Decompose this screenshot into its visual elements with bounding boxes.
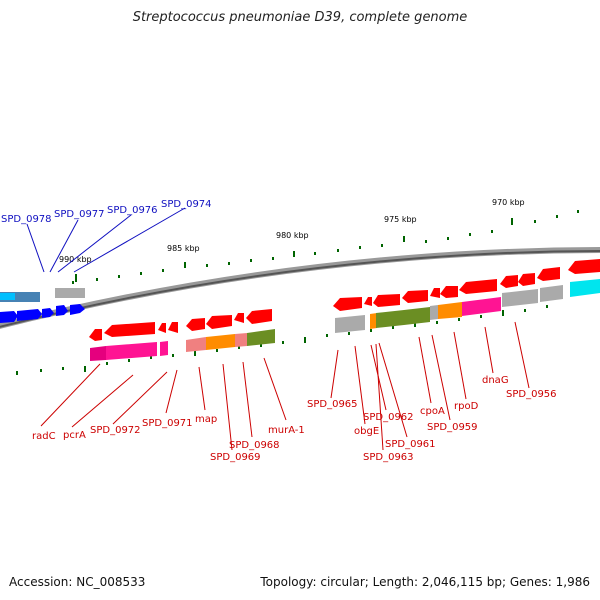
gene-label[interactable]: SPD_0956	[506, 389, 557, 400]
gene-block[interactable]	[235, 333, 247, 347]
tick-label-970: 970 kbp	[492, 198, 525, 207]
gene-label[interactable]: SPD_0971	[142, 418, 193, 429]
gene-arrow[interactable]	[500, 275, 518, 288]
gene-label[interactable]: SPD_0968	[229, 440, 280, 451]
gene-block[interactable]	[404, 307, 430, 325]
tick-label-980: 980 kbp	[276, 231, 309, 240]
gene-label[interactable]: murA-1	[268, 425, 305, 436]
gene-label[interactable]: SPD_0969	[210, 452, 261, 463]
gene-arrow[interactable]	[373, 294, 400, 307]
gene-label[interactable]: obgE	[354, 426, 379, 437]
gene-arrow[interactable]	[440, 286, 458, 298]
gene-block[interactable]	[438, 302, 462, 319]
tick-label-985: 985 kbp	[167, 244, 200, 253]
gene-block[interactable]	[247, 329, 275, 346]
gene-block[interactable]	[502, 289, 538, 307]
gene-label[interactable]: SPD_0965	[307, 399, 358, 410]
gene-label[interactable]: cpoA	[420, 406, 445, 417]
gene-label[interactable]: SPD_0974	[161, 199, 212, 210]
gene-arrow[interactable]	[104, 322, 155, 337]
gene-arrow[interactable]	[168, 322, 178, 333]
gene-arrow[interactable]	[42, 308, 54, 318]
gene-block[interactable]	[186, 337, 206, 352]
gene-arrow[interactable]	[206, 315, 232, 329]
gene-label[interactable]: radC	[32, 431, 56, 442]
gene-label[interactable]: SPD_0978	[1, 214, 52, 225]
genome-summary-text: Topology: circular; Length: 2,046,115 bp…	[260, 575, 590, 589]
gene-block[interactable]	[160, 341, 168, 356]
gene-arrow[interactable]	[430, 288, 440, 298]
gene-block[interactable]	[90, 346, 106, 361]
gene-block[interactable]	[55, 288, 85, 298]
gene-label[interactable]: SPD_0976	[107, 205, 158, 216]
gene-arrow[interactable]	[402, 290, 428, 303]
gene-arrow[interactable]	[17, 309, 42, 321]
gene-arrow[interactable]	[568, 259, 600, 274]
gene-block[interactable]	[540, 285, 563, 302]
gene-arrow[interactable]	[56, 305, 68, 316]
tick-label-975: 975 kbp	[384, 215, 417, 224]
outer-scale-dots	[72, 210, 579, 284]
tick-label-990: 990 kbp	[59, 255, 92, 264]
gene-block[interactable]	[570, 279, 600, 297]
gene-label[interactable]: dnaG	[482, 375, 509, 386]
reverse-strand-genes	[89, 259, 600, 341]
map-title: Streptococcus pneumoniae D39, complete g…	[132, 10, 468, 25]
gene-arrow[interactable]	[186, 318, 205, 331]
gene-arrow[interactable]	[333, 297, 362, 311]
gene-label[interactable]: SPD_0963	[363, 452, 414, 463]
gene-label[interactable]: map	[195, 414, 217, 425]
inner-scale-dots	[16, 305, 548, 375]
gene-block[interactable]	[370, 313, 377, 329]
gene-arrow[interactable]	[459, 279, 497, 294]
gene-label[interactable]: SPD_0972	[90, 425, 141, 436]
gene-arrow[interactable]	[518, 273, 535, 286]
gene-block[interactable]	[206, 334, 235, 350]
gene-arrow[interactable]	[0, 311, 18, 323]
gene-label[interactable]: SPD_0959	[427, 422, 478, 433]
gene-block[interactable]	[335, 315, 365, 333]
forward-strand-genes	[0, 288, 85, 323]
gene-arrow[interactable]	[246, 309, 272, 324]
cog-blocks	[90, 279, 600, 361]
gene-block[interactable]	[0, 292, 40, 302]
gene-label[interactable]: SPD_0977	[54, 209, 105, 220]
gene-block[interactable]	[376, 310, 404, 328]
gene-arrow[interactable]	[537, 267, 560, 281]
gene-label[interactable]: pcrA	[63, 430, 86, 441]
gene-block[interactable]	[430, 305, 438, 320]
gene-block[interactable]	[462, 297, 501, 316]
gene-arrow[interactable]	[234, 313, 244, 323]
gene-label[interactable]: SPD_0962	[363, 412, 414, 423]
gene-block[interactable]	[106, 342, 157, 360]
gene-label[interactable]: rpoD	[454, 401, 479, 412]
accession-text: Accession: NC_008533	[9, 575, 146, 589]
gene-label[interactable]: SPD_0961	[385, 439, 436, 450]
gene-arrow[interactable]	[70, 304, 85, 315]
gene-arrow[interactable]	[89, 329, 102, 341]
gene-arrow[interactable]	[158, 323, 166, 333]
gene-arrow[interactable]	[364, 297, 372, 306]
